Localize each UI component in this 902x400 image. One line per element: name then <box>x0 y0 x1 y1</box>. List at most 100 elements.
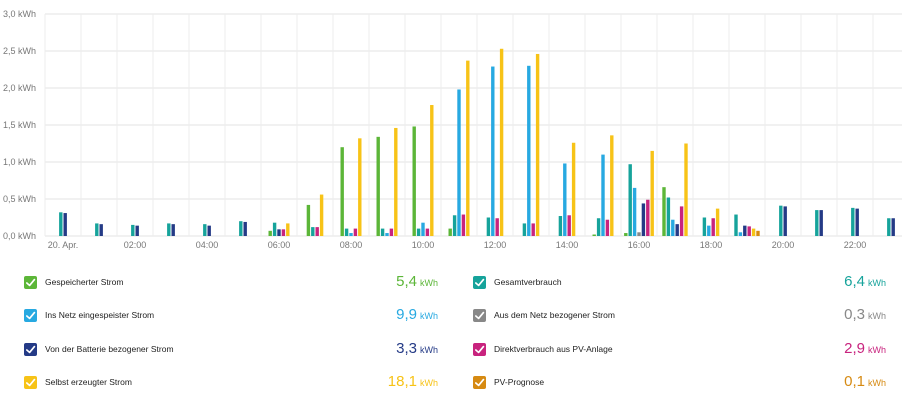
x-tick-label: 08:00 <box>340 240 363 250</box>
bar-direct <box>461 214 466 236</box>
x-tick-label: 10:00 <box>412 240 435 250</box>
checkbox-produced[interactable] <box>24 375 37 389</box>
legend-label: Gespeicherter Strom <box>45 277 124 287</box>
bar-produced <box>286 223 290 236</box>
legend-item-total[interactable]: Gesamtverbrauch <box>473 272 562 292</box>
bar-total <box>452 215 457 236</box>
bar-total <box>522 223 527 236</box>
bar-battery <box>243 221 247 236</box>
legend: Gespeicherter Strom 5,4 kWh Ins Netz ein… <box>0 262 902 400</box>
bar-battery <box>891 218 895 236</box>
checkbox-grid-feed[interactable] <box>24 308 37 322</box>
bar-grid_feed <box>421 222 425 236</box>
bar-stored <box>662 187 666 236</box>
legend-item-battery[interactable]: Von der Batterie bezogener Strom <box>24 339 174 359</box>
legend-number: 18,1 <box>387 373 417 390</box>
bar-produced <box>684 143 688 236</box>
legend-label: Selbst erzeugter Strom <box>45 377 132 387</box>
checkbox-grid-draw[interactable] <box>473 308 486 322</box>
x-tick-label: 20:00 <box>772 240 795 250</box>
checkbox-battery[interactable] <box>24 342 37 356</box>
x-tick-label: 04:00 <box>196 240 219 250</box>
bar-total <box>59 212 63 236</box>
bar-battery <box>783 206 787 236</box>
legend-label: Ins Netz eingespeister Strom <box>45 310 155 320</box>
legend-unit: kWh <box>420 345 438 355</box>
bar-stored <box>412 126 416 236</box>
legend-unit: kWh <box>868 311 886 321</box>
legend-label: PV-Prognose <box>494 377 545 387</box>
legend-item-direct[interactable]: Direktverbrauch aus PV-Anlage <box>473 339 613 359</box>
legend-item-forecast[interactable]: PV-Prognose <box>473 372 544 392</box>
checkmark-icon <box>475 378 485 386</box>
bar-grid_feed <box>563 163 567 236</box>
legend-value-forecast: 0,1 kWh <box>788 372 886 392</box>
bar-battery <box>135 225 139 236</box>
legend-value-grid-feed: 9,9 kWh <box>340 305 438 325</box>
bar-total <box>95 223 99 236</box>
legend-unit: kWh <box>420 311 438 321</box>
bar-grid_feed <box>349 233 353 236</box>
bar-produced <box>610 135 614 236</box>
bar-produced <box>358 138 362 236</box>
bar-battery <box>99 224 103 236</box>
bar-total <box>203 224 207 236</box>
y-tick-label: 3,0 kWh <box>3 9 36 19</box>
bar-total <box>272 222 277 236</box>
legend-unit: kWh <box>868 345 886 355</box>
bar-direct <box>679 206 684 236</box>
checkmark-icon <box>26 278 36 286</box>
legend-unit: kWh <box>868 278 886 288</box>
bar-stored <box>268 230 272 236</box>
legend-value-grid-draw: 0,3 kWh <box>788 305 886 325</box>
bar-direct <box>281 229 286 236</box>
bar-grid_feed <box>457 89 461 236</box>
checkbox-stored[interactable] <box>24 275 37 289</box>
bar-forecast <box>756 230 760 236</box>
x-tick-label: 12:00 <box>484 240 507 250</box>
bar-stored <box>448 228 452 236</box>
bar-battery <box>855 208 859 236</box>
bar-direct <box>495 218 499 236</box>
y-tick-label: 0,0 kWh <box>3 231 36 241</box>
bar-total <box>239 221 243 236</box>
legend-label: Von der Batterie bezogener Strom <box>45 344 174 354</box>
bar-direct <box>315 227 319 236</box>
bar-total <box>558 216 563 236</box>
legend-item-produced[interactable]: Selbst erzeugter Strom <box>24 372 132 392</box>
grid-lines <box>44 13 902 237</box>
legend-item-stored[interactable]: Gespeicherter Strom <box>24 272 123 292</box>
x-tick-label: 16:00 <box>628 240 651 250</box>
legend-item-grid-draw[interactable]: Aus dem Netz bezogener Strom <box>473 305 615 325</box>
y-axis-tick-labels: 0,0 kWh 0,5 kWh 1,0 kWh 1,5 kWh 2,0 kWh 2,5 k… <box>3 9 36 241</box>
bar-produced <box>650 150 654 236</box>
checkbox-forecast[interactable] <box>473 375 486 389</box>
checkmark-icon <box>475 345 485 353</box>
legend-number: 5,4 <box>396 273 417 290</box>
bar-produced <box>499 48 504 236</box>
bar-battery <box>641 203 646 236</box>
bar-produced <box>571 142 576 236</box>
bar-total <box>779 205 783 236</box>
bar-produced <box>535 53 540 237</box>
legend-label: Gesamtverbrauch <box>494 277 562 287</box>
x-tick-label: 22:00 <box>844 240 867 250</box>
bar-total <box>815 210 819 236</box>
bar-stored <box>376 136 380 236</box>
bar-total <box>311 227 315 236</box>
checkbox-direct[interactable] <box>473 342 486 356</box>
bar-total <box>486 217 491 236</box>
bar-battery <box>207 225 211 236</box>
legend-unit: kWh <box>868 378 886 388</box>
legend-number: 2,9 <box>844 340 865 357</box>
checkmark-icon <box>26 378 36 386</box>
bar-total <box>702 217 707 236</box>
bar-battery <box>675 224 679 236</box>
legend-item-grid-feed[interactable]: Ins Netz eingespeister Strom <box>24 305 154 325</box>
bar-total <box>380 228 385 236</box>
bar-grid_feed <box>601 154 605 236</box>
bar-stored <box>340 147 344 236</box>
x-tick-label: 06:00 <box>268 240 291 250</box>
checkbox-total[interactable] <box>473 275 486 289</box>
bar-total <box>628 164 632 236</box>
